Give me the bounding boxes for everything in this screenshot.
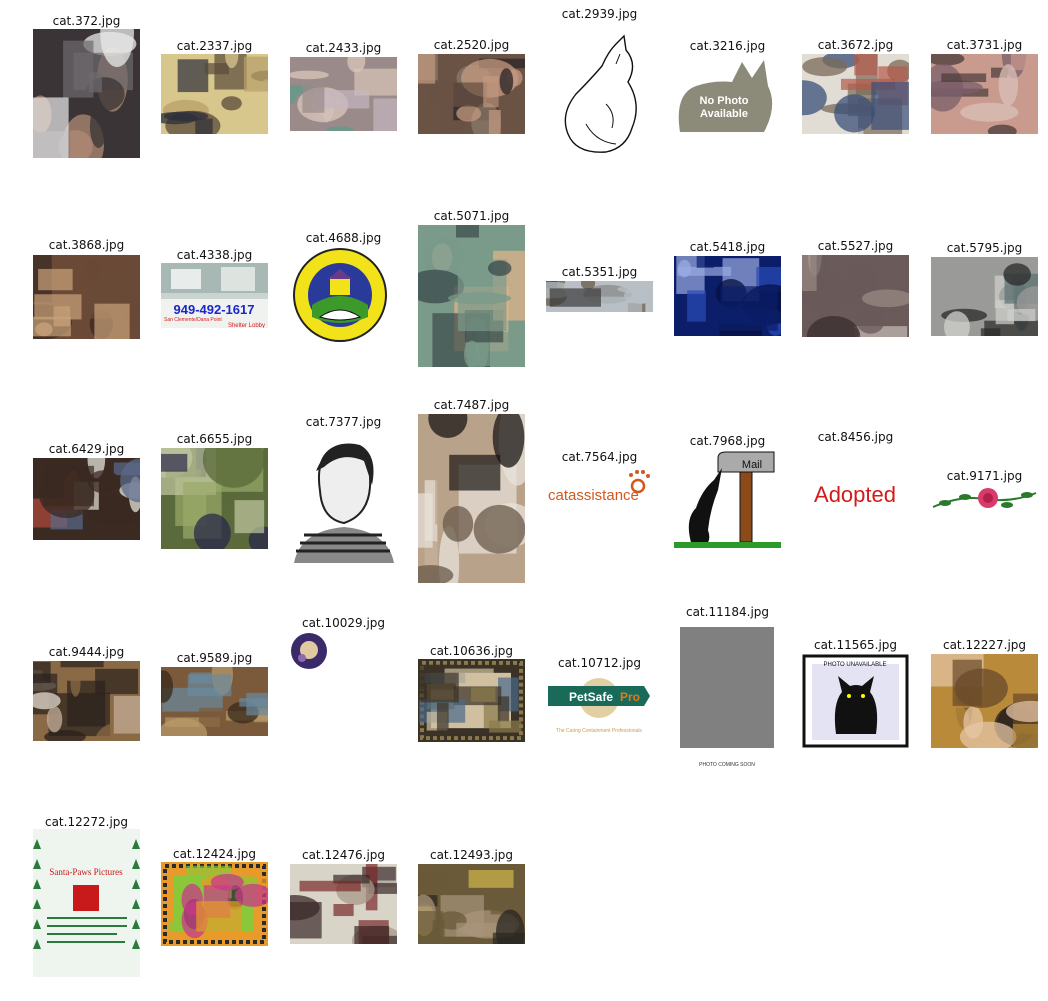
image-caption: cat.7377.jpg (305, 415, 382, 429)
image-thumbnail: PHOTO COMING SOON (674, 620, 781, 770)
image-thumbnail: PetSafe Pro The Caring Containment Profe… (546, 672, 653, 742)
image-caption: cat.4338.jpg (176, 248, 253, 262)
image-thumbnail (33, 458, 140, 540)
image-thumbnail: PHOTO UNAVAILABLE (802, 654, 909, 748)
image-caption: cat.3672.jpg (817, 38, 894, 52)
image-thumbnail (802, 255, 909, 337)
image-caption: cat.3868.jpg (48, 238, 125, 252)
image-caption: cat.5351.jpg (561, 265, 638, 279)
svg-text:catassistance: catassistance (548, 487, 639, 504)
image-thumbnail (546, 281, 653, 312)
image-thumbnail (802, 54, 909, 134)
image-caption: cat.3731.jpg (946, 38, 1023, 52)
image-thumbnail (290, 864, 397, 944)
image-caption: cat.5795.jpg (946, 241, 1023, 255)
image-thumbnail (418, 225, 525, 367)
image-caption: cat.2520.jpg (433, 38, 510, 52)
image-thumbnail (33, 661, 140, 741)
svg-text:Pro: Pro (620, 690, 640, 704)
image-caption: cat.2433.jpg (305, 41, 382, 55)
image-thumbnail (546, 24, 653, 154)
image-thumbnail (290, 247, 390, 343)
image-caption: cat.10712.jpg (557, 656, 642, 670)
image-caption: cat.7487.jpg (433, 398, 510, 412)
image-thumbnail (418, 414, 525, 583)
image-caption: cat.12493.jpg (429, 848, 514, 862)
image-thumbnail: 949-492-1617 San Clemente/Dana Point She… (161, 263, 268, 328)
image-caption: cat.9171.jpg (946, 469, 1023, 483)
svg-text:Available: Available (700, 108, 748, 120)
image-caption: cat.12476.jpg (301, 848, 386, 862)
image-thumbnail (161, 448, 268, 549)
image-thumbnail (290, 632, 340, 670)
image-caption: cat.372.jpg (52, 14, 121, 28)
svg-text:San Clemente/Dana Point: San Clemente/Dana Point (164, 317, 222, 323)
svg-text:PetSafe: PetSafe (569, 690, 613, 704)
image-caption: cat.10636.jpg (429, 644, 514, 658)
image-thumbnail (33, 255, 140, 339)
image-thumbnail (33, 29, 140, 158)
image-thumbnail (931, 257, 1038, 336)
svg-text:Shelter Lobby: Shelter Lobby (228, 323, 265, 328)
image-thumbnail (161, 862, 268, 946)
image-caption: cat.5418.jpg (689, 240, 766, 254)
image-thumbnail (418, 659, 525, 742)
svg-text:No Photo: No Photo (700, 95, 749, 107)
image-caption: cat.11184.jpg (685, 605, 770, 619)
image-caption: cat.12272.jpg (44, 815, 129, 829)
image-thumbnail (418, 864, 525, 944)
svg-text:Mail: Mail (742, 459, 762, 471)
image-caption: cat.9444.jpg (48, 645, 125, 659)
image-caption: cat.9589.jpg (176, 651, 253, 665)
image-thumbnail (161, 54, 268, 134)
image-caption: cat.7564.jpg (561, 450, 638, 464)
image-caption: cat.12424.jpg (172, 847, 257, 861)
image-caption: cat.7968.jpg (689, 434, 766, 448)
image-thumbnail (290, 57, 397, 131)
image-thumbnail (931, 485, 1038, 515)
svg-text:Santa-Paws Pictures: Santa-Paws Pictures (49, 867, 123, 877)
image-thumbnail (418, 54, 525, 134)
image-thumbnail: catassistance (546, 466, 653, 508)
svg-text:The Caring Containment Profess: The Caring Containment Professionals (556, 728, 642, 734)
image-caption: cat.2337.jpg (176, 39, 253, 53)
image-thumbnail: Santa-Paws Pictures (33, 829, 140, 977)
image-caption: cat.4688.jpg (305, 231, 382, 245)
image-thumbnail: Mail (674, 450, 781, 548)
image-thumbnail (290, 431, 397, 563)
image-thumbnail (161, 667, 268, 736)
svg-text:Adopted: Adopted (814, 482, 896, 507)
svg-text:PHOTO UNAVAILABLE: PHOTO UNAVAILABLE (823, 662, 886, 668)
svg-text:949-492-1617: 949-492-1617 (174, 302, 255, 317)
image-caption: cat.6429.jpg (48, 442, 125, 456)
image-caption: cat.8456.jpg (817, 430, 894, 444)
image-caption: cat.11565.jpg (813, 638, 898, 652)
image-thumbnail (931, 54, 1038, 134)
image-caption: cat.6655.jpg (176, 432, 253, 446)
image-caption: cat.3216.jpg (689, 39, 766, 53)
image-caption: cat.10029.jpg (301, 616, 386, 630)
image-thumbnail: No Photo Available (674, 54, 781, 134)
image-caption: cat.5527.jpg (817, 239, 894, 253)
image-caption: cat.2939.jpg (561, 7, 638, 21)
svg-text:PHOTO COMING SOON: PHOTO COMING SOON (699, 762, 755, 768)
image-thumbnail (674, 256, 781, 336)
image-caption: cat.5071.jpg (433, 209, 510, 223)
image-caption: cat.12227.jpg (942, 638, 1027, 652)
image-thumbnail (931, 654, 1038, 748)
image-thumbnail: Adopted (802, 470, 909, 516)
